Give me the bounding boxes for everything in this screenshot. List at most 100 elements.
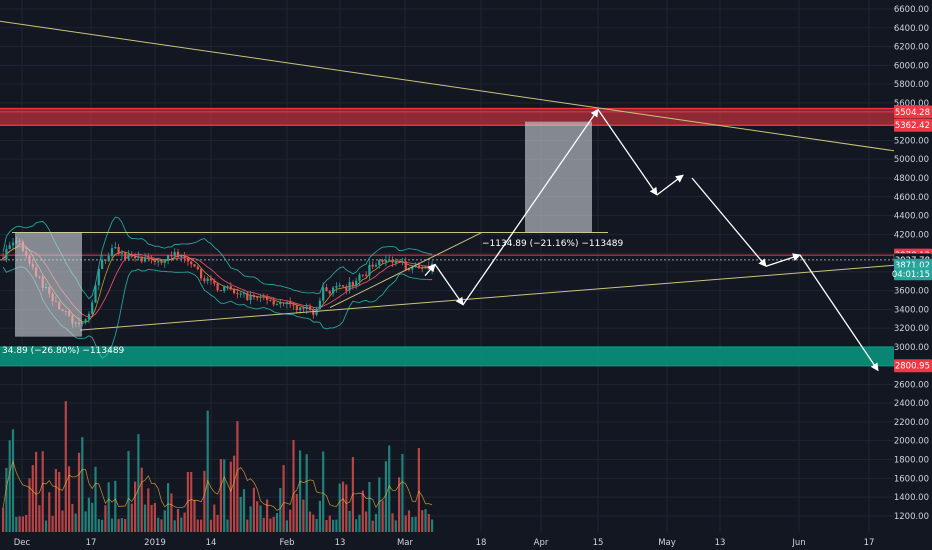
y-tick-0: 6600.00 xyxy=(894,5,929,15)
volume-bar-83 xyxy=(275,513,279,532)
candle-51 xyxy=(170,255,173,257)
candle-97 xyxy=(322,287,325,301)
volume-bar-42 xyxy=(140,467,143,532)
candle-88 xyxy=(292,304,295,306)
candle-128 xyxy=(424,266,427,269)
candle-95 xyxy=(315,308,318,315)
y-tick-15: 3200.00 xyxy=(894,324,929,334)
volume-bar-82 xyxy=(272,516,275,532)
volume-bar-95 xyxy=(315,518,318,532)
volume-bar-34 xyxy=(114,480,117,532)
volume-bar-76 xyxy=(252,487,255,532)
candle-94 xyxy=(312,309,315,315)
candle-121 xyxy=(401,261,404,263)
x-tick-1: 17 xyxy=(86,538,97,548)
candle-37 xyxy=(124,252,127,259)
candle-109 xyxy=(361,274,364,276)
candle-99 xyxy=(328,291,331,294)
price-label-bg-5 xyxy=(894,267,932,281)
candle-0 xyxy=(2,257,5,260)
volume-bar-68 xyxy=(226,519,229,532)
projection-arrow-2 xyxy=(597,109,658,196)
x-tick-6: Mar xyxy=(397,538,414,548)
trendline-ascending-support xyxy=(79,264,895,331)
candle-77 xyxy=(256,297,259,299)
candle-46 xyxy=(153,259,156,262)
projection-arrows xyxy=(424,108,879,372)
candle-54 xyxy=(180,255,183,258)
volume-bar-16 xyxy=(54,469,57,532)
candle-114 xyxy=(378,260,381,265)
volume-bar-27 xyxy=(91,502,94,532)
volume-bar-100 xyxy=(332,519,335,532)
candle-43 xyxy=(143,257,147,262)
candle-1 xyxy=(5,249,8,260)
volume-bar-12 xyxy=(41,451,44,532)
trend-lines xyxy=(0,20,895,331)
candle-64 xyxy=(213,280,216,284)
volume-bar-127 xyxy=(421,510,424,532)
candle-41 xyxy=(137,256,140,259)
candle-74 xyxy=(246,292,249,300)
candle-2 xyxy=(8,245,11,250)
candle-44 xyxy=(147,257,150,259)
candle-108 xyxy=(358,274,361,281)
candle-111 xyxy=(368,264,371,276)
candle-92 xyxy=(305,306,308,309)
candle-106 xyxy=(351,282,354,286)
volume-bar-104 xyxy=(345,484,348,532)
volume-bars xyxy=(2,401,434,532)
candle-104 xyxy=(345,286,348,291)
x-tick-2: 2019 xyxy=(144,538,166,548)
volume-bar-51 xyxy=(170,493,173,532)
volume-bar-75 xyxy=(249,506,252,532)
candle-70 xyxy=(233,289,236,294)
y-tick-4: 5800.00 xyxy=(894,80,929,90)
volume-bar-55 xyxy=(183,512,186,532)
candle-47 xyxy=(157,261,160,263)
volume-bar-39 xyxy=(130,503,133,532)
volume-bar-11 xyxy=(38,505,41,532)
volume-bar-10 xyxy=(35,451,38,532)
candle-48 xyxy=(160,261,163,263)
projection-arrow-5 xyxy=(799,254,879,372)
candle-34 xyxy=(114,246,117,249)
price-label-0: 5504.28 xyxy=(895,108,930,118)
candle-115 xyxy=(381,260,384,262)
volume-bar-103 xyxy=(341,481,345,532)
y-tick-7: 5000.00 xyxy=(894,155,929,165)
candle-26 xyxy=(87,313,90,320)
x-tick-13: 17 xyxy=(864,538,875,548)
candle-76 xyxy=(252,295,255,298)
volume-bar-56 xyxy=(186,471,189,532)
volume-bar-32 xyxy=(107,482,110,532)
measure-label-right: −1134.89 (−21.16%) −113489 xyxy=(482,239,624,249)
candle-29 xyxy=(97,268,100,286)
volume-bar-52 xyxy=(173,520,176,532)
volume-bar-94 xyxy=(312,514,315,532)
volume-bar-107 xyxy=(355,519,358,532)
volume-bar-63 xyxy=(209,519,213,532)
x-tick-4: Feb xyxy=(279,538,294,548)
volume-bar-22 xyxy=(74,513,77,532)
x-tick-5: 13 xyxy=(335,538,346,548)
volume-bar-99 xyxy=(328,515,331,532)
candle-117 xyxy=(388,259,391,261)
projection-arrow-0 xyxy=(434,264,464,306)
measure-boxes xyxy=(15,121,592,337)
candle-3 xyxy=(11,242,15,246)
volume-bar-101 xyxy=(335,519,338,532)
candle-87 xyxy=(289,302,292,305)
volume-bar-102 xyxy=(338,483,341,532)
y-tick-16: 3000.00 xyxy=(894,343,929,353)
candle-102 xyxy=(338,285,341,287)
volume-bar-17 xyxy=(58,472,61,532)
volume-bar-78 xyxy=(259,505,262,532)
volume-bar-79 xyxy=(262,517,265,532)
measure-label-left: 34.89 (−26.80%) −113489 xyxy=(2,346,125,356)
price-label-1: 5362.42 xyxy=(895,121,930,131)
candle-40 xyxy=(134,256,137,259)
candle-82 xyxy=(272,300,275,305)
y-tick-19: 2200.00 xyxy=(894,418,929,428)
